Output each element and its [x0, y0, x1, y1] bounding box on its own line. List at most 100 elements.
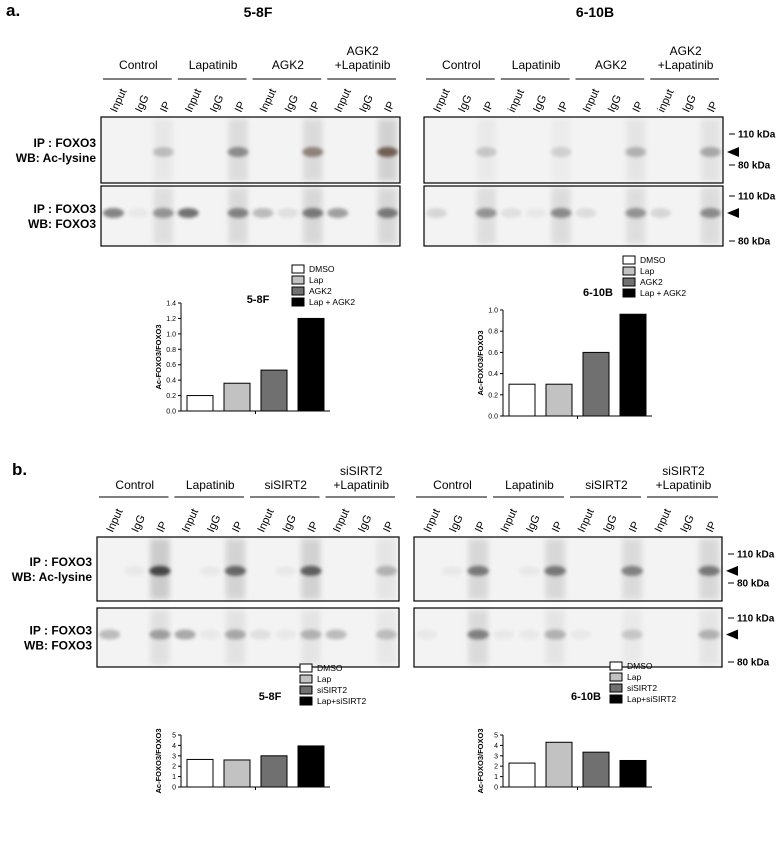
- y-axis-label: Ac-FOXO3/FOXO3: [154, 324, 163, 389]
- y-tick-label: 0.4: [166, 378, 176, 385]
- bar-lap: [545, 383, 573, 417]
- lane-label: IgG: [130, 513, 148, 534]
- protein-band: [275, 565, 297, 576]
- lane-label: IP: [481, 100, 496, 115]
- group-label-b-right-2: siSIRT2: [585, 478, 628, 492]
- chart-title: 5-8F: [247, 294, 270, 306]
- lane-label: Input: [104, 507, 125, 534]
- blot-a-right-row0: [423, 116, 724, 184]
- legend-entry: Lap: [627, 672, 641, 682]
- protein-band: [375, 565, 397, 576]
- legend-entry: Lap+siSIRT2: [627, 694, 676, 704]
- bar-dmso: [186, 758, 214, 788]
- lane-label: IgG: [601, 513, 619, 534]
- protein-band: [525, 208, 547, 218]
- group-label-b-left-2: siSIRT2: [265, 478, 308, 492]
- lane-label: IP: [381, 520, 396, 535]
- group-label-line: AGK2: [347, 44, 379, 58]
- group-label-b-left-1: Lapatinib: [186, 478, 235, 492]
- legend-entry: AGK2: [309, 286, 332, 296]
- group-label-line: siSIRT2: [662, 464, 705, 478]
- bar-agk2: [582, 351, 610, 417]
- y-tick-label: 1.0: [488, 308, 498, 315]
- protein-band: [325, 629, 347, 640]
- legend-swatch: [609, 672, 623, 682]
- bar-sisirt2: [260, 755, 288, 788]
- bar-lap-sisirt2: [619, 759, 647, 788]
- legend-entry: Lap + AGK2: [640, 288, 686, 298]
- protein-band: [475, 208, 497, 218]
- group-label-b-right-3: siSIRT2 +Lapatinib: [656, 464, 712, 492]
- group-label-a-left-0: Control: [119, 58, 158, 72]
- blot-frame: [100, 185, 401, 247]
- y-tick-label: 2: [494, 764, 498, 771]
- group-label-line: AGK2: [670, 44, 702, 58]
- protein-band: [575, 208, 597, 218]
- chart-title: 6-10B: [571, 691, 601, 703]
- blot-a-right-row1: [423, 185, 724, 247]
- legend-swatch: [291, 275, 305, 285]
- arrowhead-icon: [727, 146, 739, 157]
- bar-lap-agk2: [297, 317, 325, 412]
- lane-label: IP: [308, 100, 323, 115]
- legend-entry: Lap+siSIRT2: [317, 696, 366, 706]
- protein-band: [700, 146, 722, 157]
- row-label-line2: WB: FOXO3: [28, 217, 96, 231]
- legend-entry: Lap: [309, 275, 323, 285]
- legend-swatch: [622, 277, 636, 287]
- bar-lap-sisirt2: [297, 745, 325, 788]
- lane-label: Input: [331, 507, 352, 534]
- protein-band: [625, 146, 647, 157]
- bar-agk2: [260, 369, 288, 412]
- protein-band: [300, 565, 322, 576]
- legend-entry: siSIRT2: [627, 683, 657, 693]
- blot-b-left-row1: [96, 607, 400, 668]
- protein-band: [224, 629, 246, 640]
- blot-frame: [96, 536, 400, 602]
- lane-label: IgG: [281, 513, 299, 534]
- y-tick-label: 0.8: [166, 347, 176, 354]
- lane-label: Input: [653, 507, 674, 534]
- row-label-line1: IP : FOXO3: [30, 555, 93, 569]
- group-label-a-left-2: AGK2: [272, 58, 304, 72]
- bar-dmso: [186, 395, 214, 412]
- lane-label: Input: [258, 87, 279, 114]
- protein-band: [277, 208, 299, 218]
- chart-title: 5-8F: [259, 691, 282, 703]
- marker-110kda: 110 kDa: [738, 130, 776, 141]
- y-axis-label: Ac-FOXO3/FOXO3: [476, 728, 485, 793]
- y-tick-label: 0.4: [488, 371, 498, 378]
- lane-label: Input: [422, 507, 443, 534]
- lane-label: IgG: [133, 93, 151, 114]
- bar-lap: [545, 741, 573, 788]
- group-label-a-right-2: AGK2: [595, 58, 627, 72]
- lane-label: IgG: [606, 93, 624, 114]
- lane-label: Input: [431, 87, 452, 114]
- marker-110kda: 110 kDa: [737, 614, 775, 625]
- protein-band: [174, 629, 196, 640]
- group-label-line: +Lapatinib: [658, 58, 714, 72]
- lane-label: IP: [705, 100, 720, 115]
- blot-frame: [100, 116, 401, 184]
- protein-band: [377, 208, 399, 218]
- panel-letter-b: b.: [12, 460, 27, 479]
- protein-band: [698, 565, 720, 576]
- group-label-line: +Lapatinib: [656, 478, 712, 492]
- lane-label: IgG: [356, 513, 374, 534]
- legend-entry: Lap: [317, 674, 331, 684]
- y-tick-label: 0.8: [488, 329, 498, 336]
- protein-band: [544, 629, 566, 640]
- protein-band: [416, 629, 438, 640]
- blot-frame: [423, 116, 724, 184]
- lane-label: input: [656, 88, 677, 115]
- legend-entry: Lap + AGK2: [309, 297, 355, 307]
- lane-label: Input: [180, 507, 201, 534]
- lane-label: IP: [158, 100, 173, 115]
- y-tick-label: 3: [172, 753, 176, 760]
- lane-label: IP: [631, 100, 646, 115]
- protein-band: [544, 565, 566, 576]
- lane-label: IP: [233, 100, 248, 115]
- y-tick-label: 5: [494, 733, 498, 740]
- protein-band: [252, 208, 274, 218]
- lane-label: IP: [382, 100, 397, 115]
